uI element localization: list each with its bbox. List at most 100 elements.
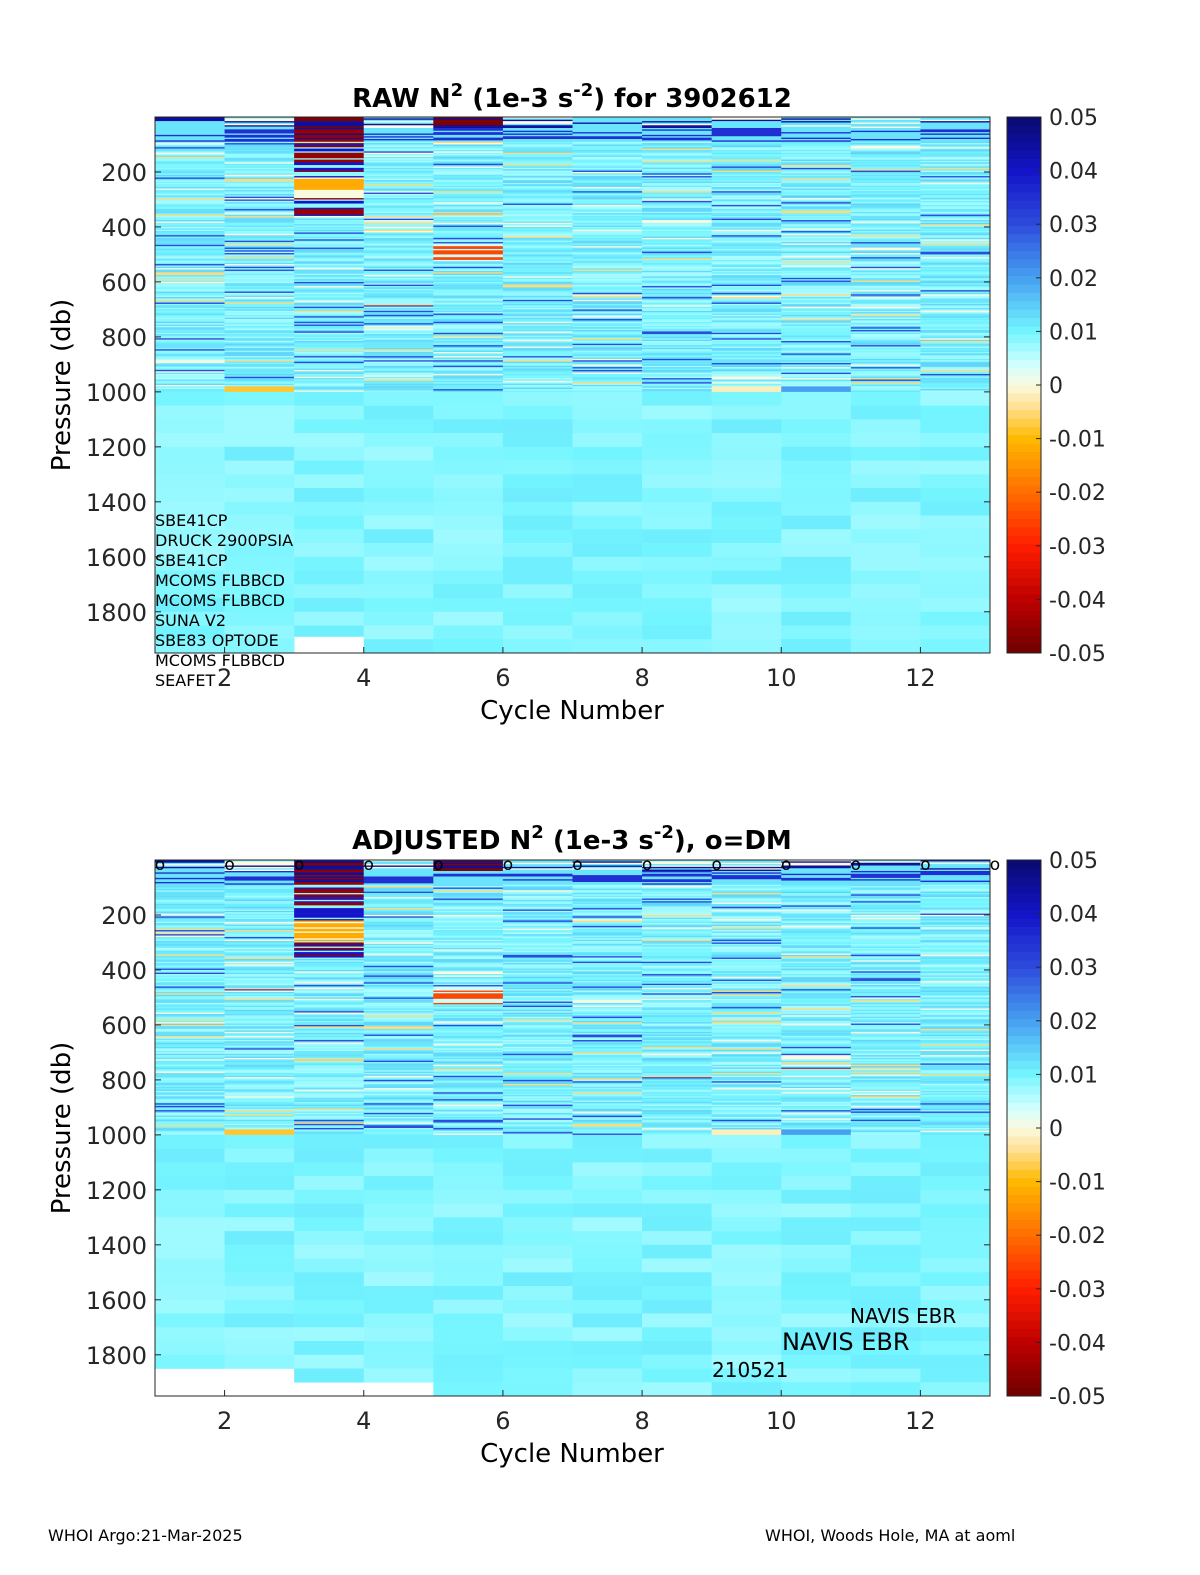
heatmap-cell (294, 862, 365, 865)
heatmap-cell (363, 934, 434, 936)
heatmap-cell (224, 276, 295, 279)
heatmap-cell (155, 875, 225, 877)
heatmap-cell (850, 226, 921, 229)
heatmap-cell (433, 1074, 504, 1077)
heatmap-cell (224, 982, 295, 984)
heatmap-cell (642, 1038, 712, 1041)
heatmap-cell (363, 1095, 434, 1097)
heatmap-cell (224, 991, 295, 994)
heatmap-cell (363, 979, 434, 982)
heatmap-cell (781, 251, 852, 254)
heatmap-cell (433, 184, 504, 187)
heatmap-cell (572, 1132, 643, 1134)
heatmap-cell (642, 132, 712, 134)
heatmap-cell (711, 353, 782, 356)
x-tick-label: 8 (634, 664, 649, 692)
heatmap-cell (572, 235, 643, 237)
heatmap-cell (433, 884, 504, 887)
heatmap-cell (642, 880, 712, 883)
heatmap-cell (363, 405, 434, 420)
heatmap-cell (502, 305, 573, 307)
heatmap-cell (363, 1005, 434, 1008)
heatmap-cell (572, 884, 643, 887)
heatmap-cell (155, 1001, 225, 1004)
heatmap-cell (155, 938, 225, 941)
heatmap-cell (642, 1104, 712, 1107)
heatmap-cell (502, 998, 573, 1001)
heatmap-cell (642, 989, 712, 991)
heatmap-cell (920, 584, 991, 599)
heatmap-cell (155, 916, 225, 919)
heatmap-cell (572, 299, 643, 302)
heatmap-cell (224, 873, 295, 876)
heatmap-cell (294, 1084, 365, 1086)
heatmap-cell (155, 140, 225, 143)
heatmap-cell (155, 1073, 225, 1075)
heatmap-cell (294, 1052, 365, 1055)
heatmap-cell (781, 1112, 852, 1115)
heatmap-cell (920, 367, 991, 369)
heatmap-cell (224, 358, 295, 361)
heatmap-cell (572, 1097, 643, 1100)
heatmap-cell (572, 865, 643, 868)
heatmap-cell (781, 419, 852, 434)
heatmap-cell (433, 203, 504, 206)
heatmap-cell (294, 1041, 365, 1044)
heatmap-cell (711, 347, 782, 350)
heatmap-cell (711, 1008, 782, 1011)
heatmap-cell (920, 118, 991, 121)
colorbar-segment (1007, 301, 1041, 311)
heatmap-cell (850, 891, 921, 894)
heatmap-cell (920, 207, 991, 210)
heatmap-cell (294, 1066, 365, 1068)
heatmap-cell (294, 193, 365, 196)
heatmap-cell (224, 1272, 295, 1287)
heatmap-cell (642, 147, 712, 149)
heatmap-cell (572, 264, 643, 266)
heatmap-cell (711, 195, 782, 198)
heatmap-cell (224, 570, 295, 585)
heatmap-cell (711, 949, 782, 951)
heatmap-cell (781, 365, 852, 368)
heatmap-cell (294, 994, 365, 997)
heatmap-cell (363, 231, 434, 233)
heatmap-cell (920, 283, 991, 285)
heatmap-cell (572, 166, 643, 169)
heatmap-cell (502, 312, 573, 314)
heatmap-cell (572, 126, 643, 129)
heatmap-cell (502, 163, 573, 166)
heatmap-cell (433, 213, 504, 215)
heatmap-cell (155, 132, 225, 134)
heatmap-cell (155, 928, 225, 931)
heatmap-cell (502, 943, 573, 946)
heatmap-cell (155, 379, 225, 382)
heatmap-cell (155, 154, 225, 156)
heatmap-cell (502, 942, 573, 945)
heatmap-cell (155, 1176, 225, 1191)
heatmap-cell (781, 1018, 852, 1020)
heatmap-cell (224, 173, 295, 176)
heatmap-cell (433, 1042, 504, 1045)
heatmap-cell (502, 281, 573, 284)
heatmap-cell (502, 1055, 573, 1057)
heatmap-cell (781, 180, 852, 182)
heatmap-cell (711, 968, 782, 971)
heatmap-cell (572, 1082, 643, 1085)
heatmap-cell (572, 1299, 643, 1314)
heatmap-cell (294, 875, 365, 877)
heatmap-cell (502, 556, 573, 571)
heatmap-cell (850, 908, 921, 910)
heatmap-cell (224, 349, 295, 351)
heatmap-cell (711, 232, 782, 235)
heatmap-cell (711, 543, 782, 558)
colorbar-tick-label: -0.01 (1049, 428, 1106, 453)
heatmap-cell (572, 873, 643, 876)
heatmap-cell (155, 980, 225, 983)
heatmap-cell (502, 1015, 573, 1017)
heatmap-cell (502, 229, 573, 232)
heatmap-cell (155, 389, 225, 391)
heatmap-cell (363, 919, 434, 921)
heatmap-cell (502, 949, 573, 951)
heatmap-cell (711, 1103, 782, 1105)
heatmap-cell (433, 1100, 504, 1103)
